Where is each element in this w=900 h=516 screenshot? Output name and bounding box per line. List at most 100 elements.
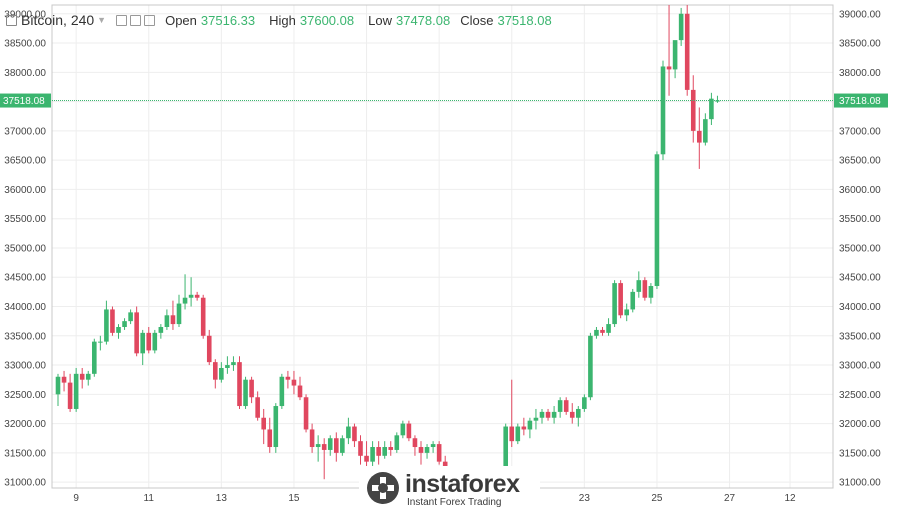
y-tick-label-left: 38000.00 [4,68,46,79]
candle [624,303,629,322]
candle-body [73,373,79,409]
candle-body [255,397,260,418]
close-value: 37518.08 [497,12,552,28]
candle [697,107,702,169]
candle-body [176,303,182,325]
candle [509,379,515,448]
candle [219,362,224,383]
x-tick-label: 13 [216,493,228,504]
x-tick-label: 23 [579,493,591,504]
y-tick-label-right: 34000.00 [839,302,881,313]
candle-body [678,13,684,41]
candle-body [315,444,321,448]
candle [358,435,363,465]
candle-body [394,435,400,450]
legend-collapse-icon[interactable] [6,14,17,26]
candle [678,7,684,46]
x-tick-label: 25 [651,493,663,504]
candle [636,271,642,298]
candle [273,403,279,453]
candle-body [104,309,109,342]
candle [327,435,333,456]
candle-body [152,332,158,351]
candle [660,60,666,161]
candle-body [412,438,418,448]
candle [249,376,254,404]
candle-body [79,373,85,380]
candle-body [703,119,708,143]
candle [412,435,418,456]
candle-body [424,447,430,453]
candle-body [539,411,545,418]
candle [261,408,266,445]
y-tick-label-right: 35000.00 [839,243,881,254]
candle [557,397,563,418]
candle [67,373,73,412]
candle-body [551,411,557,418]
candle-body [382,447,387,456]
candle-body [297,385,303,398]
candle [61,370,67,392]
close-icon[interactable] [144,14,156,26]
candle [352,423,357,448]
candle-body [285,376,291,380]
y-tick-label-left: 38500.00 [4,39,46,50]
candle [436,441,442,465]
candle-body [67,382,73,409]
interval[interactable]: 240 [70,12,95,28]
candle-body [225,365,230,368]
candle [285,370,291,389]
chevron-down-icon[interactable]: ▼ [97,15,107,25]
last-price-label-right: 37518.08 [839,96,881,107]
x-tick-label: 9 [73,493,79,504]
plot-border [51,4,834,489]
candle-body [200,297,206,336]
candle [170,300,176,330]
candle [267,417,273,453]
candle-body [666,66,672,70]
x-tick-label: 12 [784,493,796,504]
candle [370,441,375,468]
y-tick-label-left: 33000.00 [4,361,46,372]
candle-body [55,376,61,395]
candle-body [569,411,575,418]
candle-body [92,341,97,374]
candle [715,95,720,103]
candle-body [400,423,406,436]
candle-body [140,332,145,354]
candle [569,403,575,424]
logo-tagline: Instant Forex Trading [407,497,502,508]
candle [382,441,387,459]
candle-body [612,283,617,325]
candle [182,274,188,310]
candle [406,420,412,442]
candle [400,420,406,439]
candle-body [690,89,696,131]
candle [346,417,351,445]
hide-icon[interactable] [130,14,142,26]
candle [690,75,696,143]
y-tick-label-left: 34000.00 [4,302,46,313]
open-value: 37516.33 [200,12,256,28]
settings-icon[interactable] [116,14,128,26]
symbol-name[interactable]: Bitcoin [21,12,64,28]
candle-body [188,294,194,298]
y-tick-label-left: 31500.00 [4,448,46,459]
y-tick-label-right: 31500.00 [839,448,881,459]
candle [563,397,569,415]
candle-body [406,423,412,439]
candle [588,332,593,401]
candle-body [503,426,508,471]
candle [158,324,164,339]
candle-body [303,397,309,430]
candle-body [110,309,115,333]
candle-body [576,408,581,418]
candle [237,356,242,409]
candle-body [206,335,212,363]
candle-body [261,417,266,430]
candle-body [648,286,654,298]
candle-body [630,291,636,310]
candle-body [352,426,357,442]
candle-body [340,438,345,453]
